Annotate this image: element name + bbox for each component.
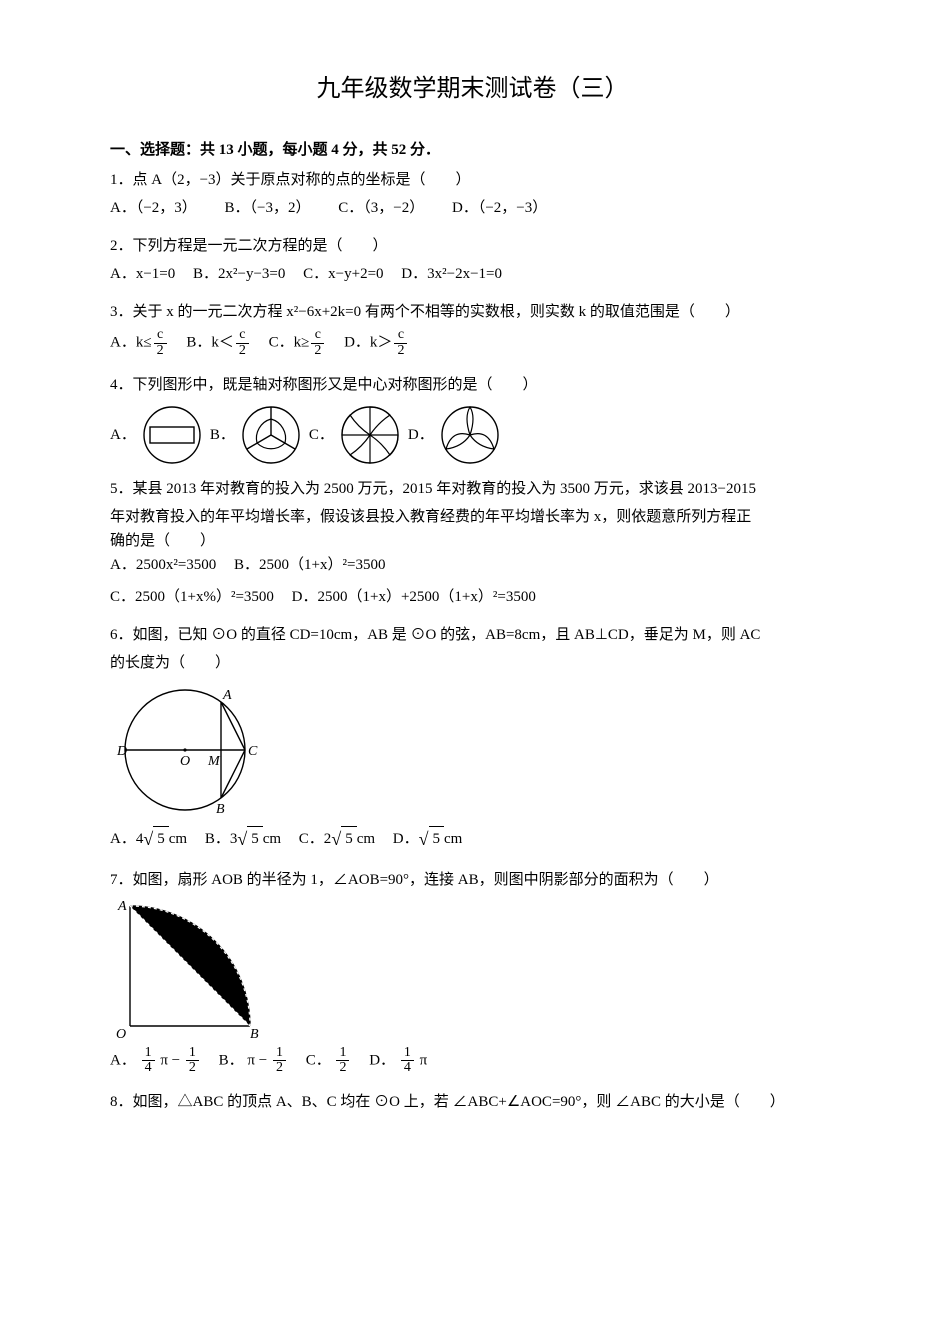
q7-opt-b: B． π − 12	[219, 1046, 288, 1076]
question-6-line2: 的长度为（ ）	[110, 651, 835, 675]
q5-options-row2: C．2500（1+x%）²=3500 D．2500（1+x）+2500（1+x）…	[110, 585, 835, 609]
frac-c2-a: c2	[154, 328, 167, 358]
q5-opt-c: C．2500（1+x%）²=3500	[110, 585, 274, 609]
question-5-line1: 5．某县 2013 年对教育的投入为 2500 万元，2015 年对教育的投入为…	[110, 477, 835, 501]
q2-opt-c: C．x−y+2=0	[303, 262, 383, 286]
q3b-prefix: B．k＜	[186, 335, 234, 351]
q5-opt-d: D．2500（1+x）+2500（1+x）²=3500	[292, 585, 536, 609]
q6-label-o: O	[180, 754, 190, 769]
q4-label-a: A．	[110, 423, 136, 447]
q6-label-c: C	[248, 744, 258, 759]
question-5-line2: 年对教育投入的年平均增长率，假设该县投入教育经费的年平均增长率为 x，则依题意所…	[110, 505, 835, 529]
q6-label-a: A	[222, 688, 232, 703]
q4-label-c: C．	[309, 423, 334, 447]
q3-opt-c: C．k≥c2	[269, 328, 327, 358]
q6-options: A．4√5cm B．3√5cm C．2√5cm D．√5cm	[110, 825, 835, 854]
q2-options: A．x−1=0 B．2x²−y−3=0 C．x−y+2=0 D．3x²−2x−1…	[110, 262, 835, 286]
q3-opt-d: D．k＞c2	[344, 328, 409, 358]
q3d-prefix: D．k＞	[344, 335, 392, 351]
q2-opt-d: D．3x²−2x−1=0	[401, 262, 502, 286]
q7-label-b: B	[250, 1027, 259, 1042]
q6-label-m: M	[207, 754, 221, 769]
q5-opt-b: B．2500（1+x）²=3500	[234, 553, 385, 577]
question-2: 2．下列方程是一元二次方程的是（ ）	[110, 234, 835, 258]
q3-options: A．k≤c2 B．k＜c2 C．k≥c2 D．k＞c2	[110, 328, 835, 358]
q7-opt-d: D． 14 π	[369, 1046, 427, 1076]
q5-options-row1: A．2500x²=3500 B．2500（1+x）²=3500	[110, 553, 835, 577]
q6-opt-a: A．4√5cm	[110, 825, 187, 854]
q1-opt-d: D．（−2，−3）	[452, 196, 547, 220]
q5-opt-a: A．2500x²=3500	[110, 553, 216, 577]
q4-fig-c-cell: C．	[309, 403, 402, 467]
q3c-prefix: C．k≥	[269, 335, 310, 351]
q7-label-a: A	[117, 899, 127, 914]
q6-label-d: D	[116, 744, 127, 759]
page-title: 九年级数学期末测试卷（三）	[110, 70, 835, 108]
q3a-prefix: A．k≤	[110, 335, 152, 351]
q7-opt-c: C． 12	[306, 1046, 352, 1076]
question-5-line3: 确的是（ ）	[110, 529, 835, 553]
q4-fig-b-cell: B．	[210, 403, 303, 467]
q4-label-d: D．	[408, 423, 434, 447]
frac-c2-c: c2	[311, 328, 324, 358]
q7-figure-wrap: A O B	[110, 896, 835, 1046]
q1-opt-a: A．（−2，3）	[110, 196, 197, 220]
q2-opt-a: A．x−1=0	[110, 262, 175, 286]
q4-label-b: B．	[210, 423, 235, 447]
q1-options: A．（−2，3） B．（−3，2） C．（3，−2） D．（−2，−3）	[110, 196, 835, 220]
q6-opt-d: D．√5cm	[393, 825, 463, 854]
q7-label-o: O	[116, 1027, 126, 1042]
q7-options: A． 14 π − 12 B． π − 12 C． 12 D． 14 π	[110, 1046, 835, 1076]
q6-figure-icon: D O M C A B	[110, 675, 270, 825]
q4-figure-c-icon	[338, 403, 402, 467]
q6-figure-wrap: D O M C A B	[110, 675, 835, 825]
q7-figure-icon: A O B	[110, 896, 270, 1046]
q6-opt-b: B．3√5cm	[205, 825, 281, 854]
q4-fig-a-cell: A．	[110, 403, 204, 467]
frac-c2-b: c2	[236, 328, 249, 358]
q3-opt-b: B．k＜c2	[186, 328, 251, 358]
q4-fig-d-cell: D．	[408, 403, 502, 467]
question-7: 7．如图，扇形 AOB 的半径为 1，∠AOB=90°，连接 AB，则图中阴影部…	[110, 868, 835, 892]
question-4: 4．下列图形中，既是轴对称图形又是中心对称图形的是（ ）	[110, 373, 835, 397]
q4-figure-d-icon	[438, 403, 502, 467]
question-3: 3．关于 x 的一元二次方程 x²−6x+2k=0 有两个不相等的实数根，则实数…	[110, 300, 835, 324]
q3-opt-a: A．k≤c2	[110, 328, 169, 358]
frac-c2-d: c2	[394, 328, 407, 358]
q6-opt-c: C．2√5cm	[299, 825, 375, 854]
q1-opt-b: B．（−3，2）	[225, 196, 311, 220]
q7-opt-a: A． 14 π − 12	[110, 1046, 201, 1076]
q2-opt-b: B．2x²−y−3=0	[193, 262, 285, 286]
question-6-line1: 6．如图，已知 ⊙O 的直径 CD=10cm，AB 是 ⊙O 的弦，AB=8cm…	[110, 623, 835, 647]
q4-figure-a-icon	[140, 403, 204, 467]
section-header: 一、选择题：共 13 小题，每小题 4 分，共 52 分．	[110, 138, 835, 162]
q6-label-b: B	[216, 802, 225, 817]
question-1: 1．点 A（2，−3）关于原点对称的点的坐标是（ ）	[110, 168, 835, 192]
q4-figures: A． B． C． D．	[110, 403, 835, 467]
question-8: 8．如图，△ABC 的顶点 A、B、C 均在 ⊙O 上，若 ∠ABC+∠AOC=…	[110, 1090, 835, 1114]
q4-figure-b-icon	[239, 403, 303, 467]
q1-opt-c: C．（3，−2）	[338, 196, 424, 220]
